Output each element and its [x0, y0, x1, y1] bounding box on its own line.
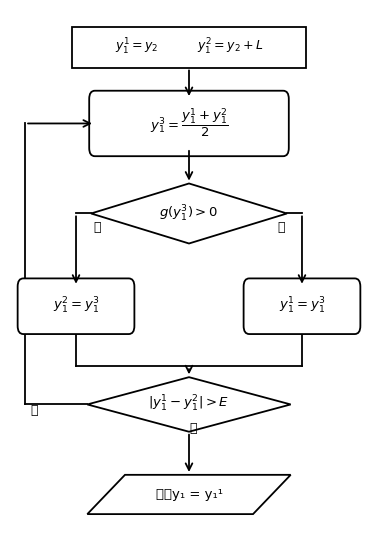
- Text: 否: 否: [277, 220, 285, 234]
- Text: 否: 否: [189, 422, 197, 435]
- Polygon shape: [87, 475, 291, 514]
- Text: $y_1^1 = y_2$          $y_1^2 = y_2 + L$: $y_1^1 = y_2$ $y_1^2 = y_2 + L$: [115, 37, 263, 57]
- Polygon shape: [91, 183, 287, 243]
- Polygon shape: [87, 377, 291, 432]
- FancyBboxPatch shape: [18, 278, 135, 334]
- Text: $y_1^3 = \dfrac{y_1^1 + y_1^2}{2}$: $y_1^3 = \dfrac{y_1^1 + y_1^2}{2}$: [150, 107, 228, 140]
- FancyBboxPatch shape: [72, 27, 306, 67]
- Text: 是: 是: [93, 220, 101, 234]
- Text: $y_1^1 = y_1^3$: $y_1^1 = y_1^3$: [279, 296, 325, 316]
- Text: $|y_1^1 - y_1^2| > E$: $|y_1^1 - y_1^2| > E$: [149, 394, 229, 415]
- FancyBboxPatch shape: [89, 91, 289, 156]
- Text: $g(y_1^3) > 0$: $g(y_1^3) > 0$: [160, 203, 218, 224]
- Text: 输出y₁ = y₁¹: 输出y₁ = y₁¹: [155, 488, 223, 501]
- FancyBboxPatch shape: [243, 278, 360, 334]
- Text: $y_1^2 = y_1^3$: $y_1^2 = y_1^3$: [53, 296, 99, 316]
- Text: 是: 是: [30, 404, 37, 417]
